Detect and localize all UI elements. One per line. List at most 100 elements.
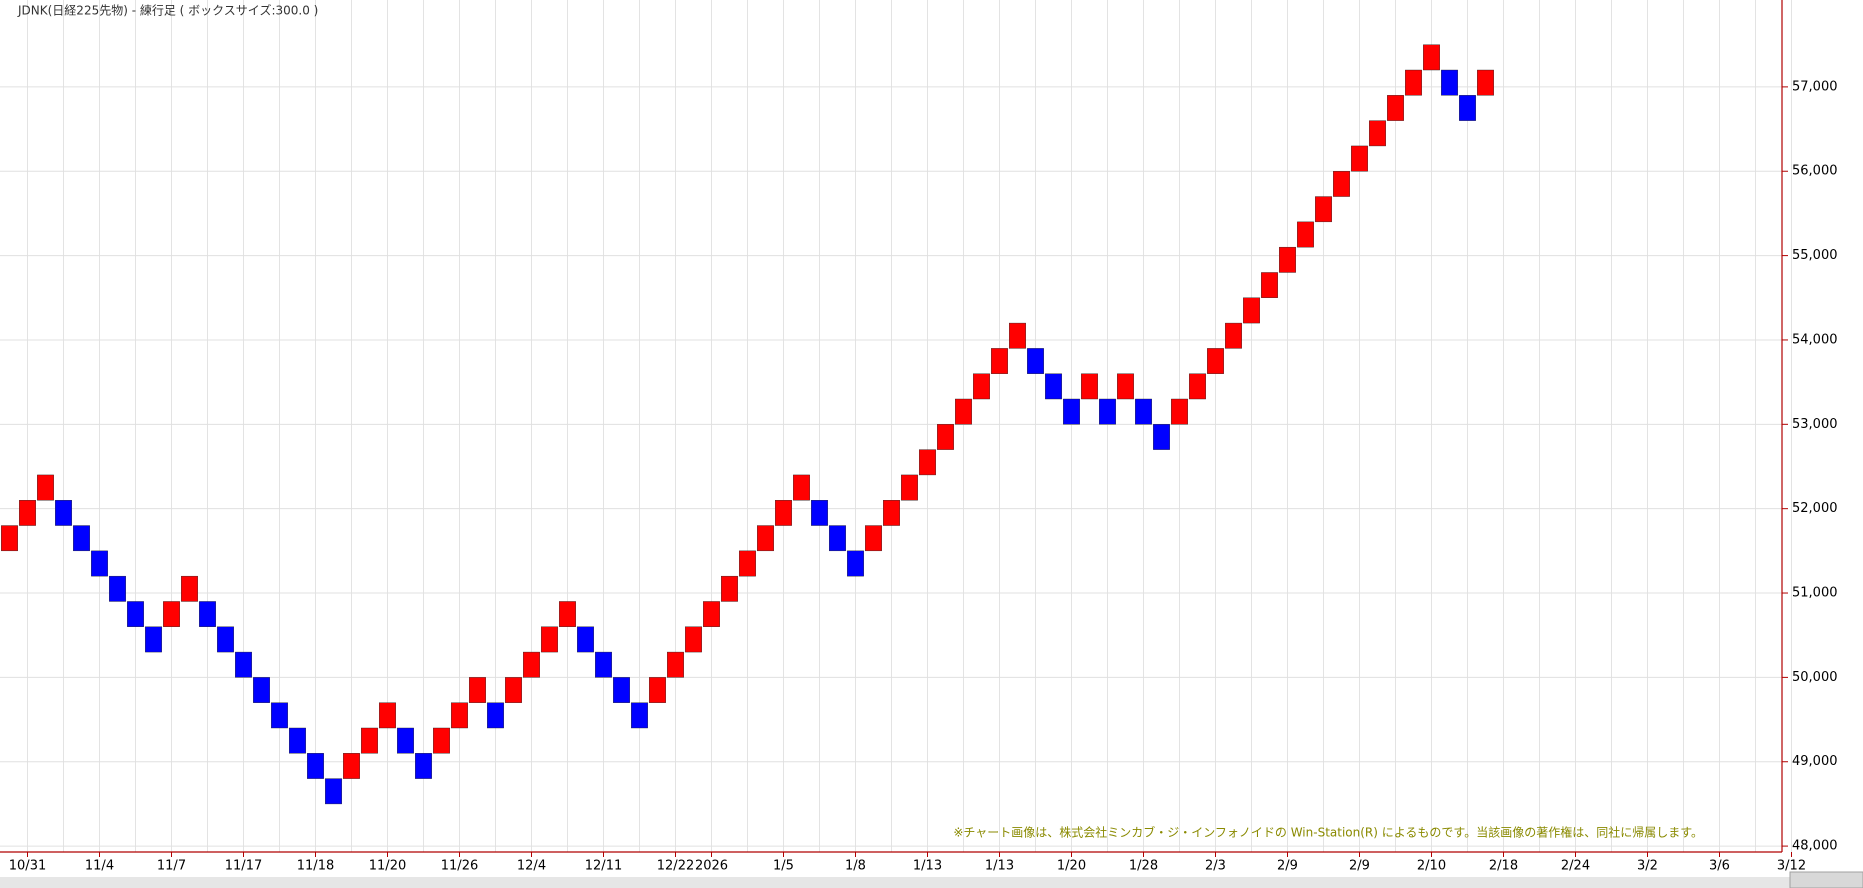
x-tick-label: 1/13 xyxy=(913,859,942,874)
x-tick-label: 11/18 xyxy=(297,859,334,874)
renko-brick xyxy=(127,601,144,627)
renko-brick xyxy=(487,702,504,729)
renko-brick xyxy=(1189,373,1206,400)
renko-brick xyxy=(1081,373,1098,400)
renko-brick xyxy=(91,550,108,577)
renko-brick xyxy=(1243,297,1260,324)
x-tick-label: 11/26 xyxy=(441,859,478,874)
x-tick-label: 3/12 xyxy=(1777,859,1806,874)
renko-brick xyxy=(829,525,846,552)
y-tick-label: 51,000 xyxy=(1792,586,1838,601)
renko-brick xyxy=(37,474,54,501)
y-tick-label: 48,000 xyxy=(1792,839,1838,854)
bricks xyxy=(1,44,1494,805)
x-tick-label: 12/11 xyxy=(585,859,622,874)
renko-brick xyxy=(1099,398,1116,425)
renko-brick xyxy=(649,677,666,703)
renko-brick xyxy=(1279,246,1296,273)
renko-brick xyxy=(1459,95,1476,121)
renko-brick xyxy=(811,500,828,526)
renko-brick xyxy=(865,525,882,552)
scroll-bar[interactable] xyxy=(0,877,1863,888)
renko-brick xyxy=(1,525,18,552)
renko-brick xyxy=(1207,348,1224,374)
renko-brick xyxy=(235,651,252,678)
renko-brick xyxy=(55,500,72,526)
renko-brick xyxy=(667,651,684,678)
renko-brick xyxy=(541,626,558,653)
y-tick-label: 54,000 xyxy=(1792,332,1838,347)
renko-brick xyxy=(325,778,342,805)
renko-brick xyxy=(343,753,360,779)
renko-brick xyxy=(577,626,594,653)
chart-title: JDNK(日経225先物) - 練行足 ( ボックスサイズ:300.0 ) xyxy=(17,3,318,18)
axes: 48,000 49,000 50,000 51,000 52,000 53,000 54,0… xyxy=(0,0,1838,874)
renko-brick xyxy=(919,449,936,476)
renko-brick xyxy=(1153,424,1170,450)
renko-brick xyxy=(523,651,540,678)
renko-brick xyxy=(217,626,234,653)
y-tick-label: 55,000 xyxy=(1792,248,1838,263)
renko-brick xyxy=(199,601,216,627)
renko-brick xyxy=(685,626,702,653)
renko-brick xyxy=(883,500,900,526)
x-tick-label: 12/22 xyxy=(657,859,694,874)
renko-brick xyxy=(1009,322,1026,349)
x-tick-label: 1/20 xyxy=(1057,859,1086,874)
renko-brick xyxy=(271,702,288,729)
renko-brick xyxy=(1387,95,1404,121)
x-tick-label: 2/9 xyxy=(1349,859,1370,874)
renko-brick xyxy=(19,500,36,526)
x-tick-label: 2/9 xyxy=(1277,859,1298,874)
renko-brick xyxy=(109,575,126,602)
renko-brick xyxy=(1261,272,1278,298)
renko-brick xyxy=(757,525,774,552)
x-tick-label: 3/6 xyxy=(1709,859,1730,874)
renko-brick xyxy=(1441,69,1458,96)
renko-brick xyxy=(379,702,396,729)
renko-brick xyxy=(397,727,414,754)
x-tick-label: 2/10 xyxy=(1417,859,1446,874)
renko-brick xyxy=(703,601,720,627)
x-tick-label: 12/4 xyxy=(517,859,546,874)
renko-brick xyxy=(469,677,486,703)
renko-brick xyxy=(1405,69,1422,96)
renko-brick xyxy=(307,753,324,779)
renko-brick xyxy=(973,373,990,400)
renko-brick xyxy=(505,677,522,703)
x-tick-label: 3/2 xyxy=(1637,859,1658,874)
renko-brick xyxy=(289,727,306,754)
renko-brick xyxy=(1369,120,1386,147)
renko-brick xyxy=(955,398,972,425)
x-tick-label: 1/5 xyxy=(773,859,794,874)
x-tick-label: 1/13 xyxy=(985,859,1014,874)
renko-brick xyxy=(1315,196,1332,223)
renko-brick xyxy=(181,575,198,602)
renko-brick xyxy=(1045,373,1062,400)
copyright-note: ※チャート画像は、株式会社ミンカブ・ジ・インフォノイドの Win-Station… xyxy=(953,825,1703,840)
x-tick-label: 11/4 xyxy=(85,859,114,874)
renko-brick xyxy=(1171,398,1188,425)
renko-brick xyxy=(73,525,90,552)
y-tick-label: 50,000 xyxy=(1792,670,1838,685)
renko-brick xyxy=(433,727,450,754)
y-tick-label: 52,000 xyxy=(1792,501,1838,516)
x-tick-label: 11/17 xyxy=(225,859,262,874)
renko-brick xyxy=(415,753,432,779)
y-tick-label: 49,000 xyxy=(1792,754,1838,769)
renko-brick xyxy=(847,550,864,577)
y-tick-label: 56,000 xyxy=(1792,164,1838,179)
zoom-controls[interactable] xyxy=(1789,871,1863,888)
renko-brick xyxy=(937,424,954,450)
renko-brick xyxy=(145,626,162,653)
renko-brick xyxy=(775,500,792,526)
renko-brick xyxy=(1333,171,1350,197)
renko-brick xyxy=(721,575,738,602)
renko-brick xyxy=(901,474,918,501)
renko-brick xyxy=(559,601,576,627)
x-tick-label: 11/7 xyxy=(157,859,186,874)
renko-brick xyxy=(631,702,648,729)
renko-brick xyxy=(253,677,270,703)
